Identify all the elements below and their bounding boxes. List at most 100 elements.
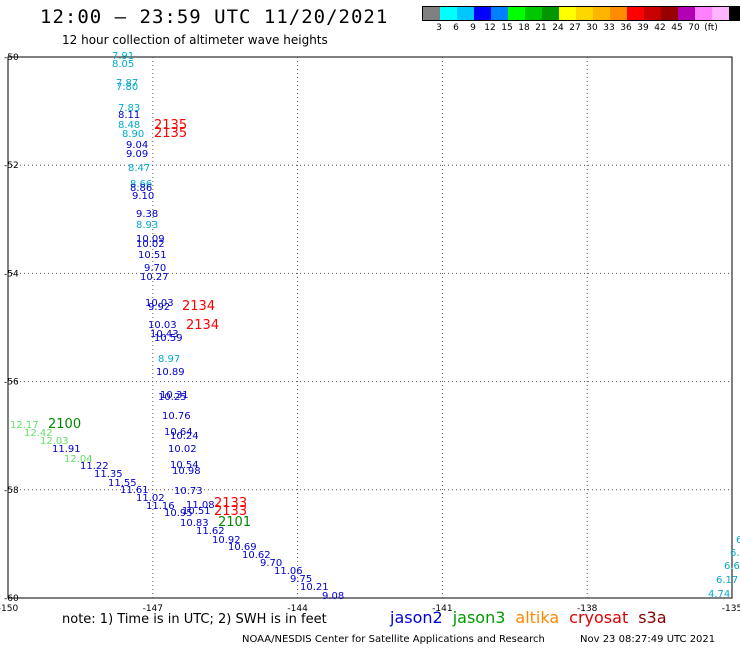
pass-time-label: 2135 (154, 126, 187, 141)
legend-swatch (610, 7, 627, 20)
legend-swatch (474, 7, 491, 20)
latitude-label: -54 (4, 269, 19, 279)
wave-height-value: 10.27 (140, 272, 169, 283)
legend-swatch (661, 7, 678, 20)
legend-swatch (508, 7, 525, 20)
wave-height-value: 10.03 (145, 298, 174, 309)
wave-height-value: 10.83 (180, 518, 209, 529)
legend-label: 3 (436, 23, 442, 33)
legend-label: (ft) (704, 23, 718, 33)
wave-height-value: 9.38 (136, 209, 158, 220)
wave-height-value: 8.66 (130, 179, 152, 190)
wave-height-value: 11.06 (274, 566, 303, 577)
wave-height-value: 8.90 (122, 129, 144, 140)
satellite-legend-item: cryosat (569, 608, 629, 627)
wave-height-value: 8.86 (130, 183, 152, 194)
pass-time-label: 2101 (218, 515, 251, 530)
satellite-legend-item: jason2 (390, 608, 443, 627)
legend-swatch (457, 7, 474, 20)
wave-height-value: 10.02 (168, 444, 197, 455)
legend-swatch (576, 7, 593, 20)
longitude-label: -144 (287, 604, 308, 614)
legend-label: 9 (470, 23, 476, 33)
legend-swatch (440, 7, 457, 20)
longitude-label: -141 (432, 604, 452, 614)
pass-time-label: 2133 (214, 504, 247, 519)
wave-height-value: 11.35 (94, 469, 123, 480)
map-frame (7, 56, 733, 599)
wave-height-value: 8.11 (118, 110, 140, 121)
longitude-label: -150 (0, 604, 18, 614)
legend-swatch (423, 7, 440, 20)
wave-height-value: 10.54 (170, 460, 199, 471)
legend-swatch (627, 7, 644, 20)
wave-height-value: 10.62 (242, 550, 271, 561)
wave-height-value: 10.09 (136, 234, 165, 245)
wave-height-value: 10.95 (164, 508, 193, 519)
wave-height-value: 9.70 (260, 558, 282, 569)
wave-height-value: 7.80 (116, 82, 138, 93)
wave-height-value: 10.25 (158, 392, 187, 403)
wave-height-value: 12.42 (24, 428, 53, 439)
pass-time-label: 2135 (154, 118, 187, 133)
legend-label: 39 (637, 23, 649, 33)
wave-height-value: 8.97 (158, 354, 180, 365)
wave-height-value: 10.73 (174, 486, 203, 497)
legend-label: 36 (620, 23, 632, 33)
pass-time-label: 2100 (48, 417, 81, 432)
wave-height-value: 11.61 (120, 485, 149, 496)
legend-label: 33 (603, 23, 615, 33)
wave-height-value: 9.92 (148, 302, 170, 313)
wave-height-value: 11.16 (146, 501, 175, 512)
latitude-label: -50 (4, 53, 19, 63)
wave-height-value: 10.98 (172, 466, 201, 477)
legend-swatch (678, 7, 695, 20)
legend-swatch (491, 7, 508, 20)
footer-note: note: 1) Time is in UTC; 2) SWH is in fe… (62, 612, 327, 627)
wave-height-value: 8.47 (128, 163, 150, 174)
wave-height-value: 9.70 (144, 263, 166, 274)
wave-height-value: 11.22 (80, 461, 109, 472)
legend-swatch (593, 7, 610, 20)
legend-swatch (644, 7, 661, 20)
satellite-legend-item: jason3 (452, 608, 506, 627)
wave-height-value: 8.48 (118, 120, 140, 131)
generated-timestamp: Nov 23 08:27:49 UTC 2021 (580, 634, 716, 645)
pass-time-label: 2134 (182, 299, 215, 314)
wave-height-value: 10.51 (182, 506, 211, 517)
wave-height-value: 8.93 (136, 220, 158, 231)
wave-height-value: 12.04 (64, 454, 93, 465)
legend-swatch (525, 7, 542, 20)
wave-height-value: 10.64 (164, 427, 193, 438)
page-title: 12:00 – 23:59 UTC 11/20/2021 (40, 6, 389, 28)
legend-label: 15 (501, 23, 513, 33)
wave-height-value: 11.02 (136, 493, 165, 504)
satellite-legend-item: s3a (638, 608, 667, 627)
latitude-label: -58 (4, 486, 19, 496)
pass-time-label: 2133 (214, 496, 247, 511)
wave-height-value: 7.83 (118, 103, 140, 114)
legend-swatch (559, 7, 576, 20)
legend-swatch (695, 7, 712, 20)
wave-height-value: 10.03 (148, 320, 177, 331)
longitude-label: -138 (577, 604, 598, 614)
legend-label: 45 (671, 23, 683, 33)
legend-label: 24 (552, 23, 564, 33)
wave-height-value: 10.43 (150, 329, 179, 340)
legend-label: 42 (654, 23, 666, 33)
legend-label: 70 (688, 23, 700, 33)
wave-height-value: 11.62 (196, 526, 225, 537)
wave-height-value: 10.59 (154, 333, 183, 344)
wave-height-value: 10.31 (160, 390, 189, 401)
wave-height-value: 7.91 (112, 51, 134, 62)
wave-height-value: 10.89 (156, 367, 185, 378)
legend-swatch (712, 7, 729, 20)
wave-height-value: 8.05 (112, 59, 134, 70)
wave-height-value: 6.17 (716, 575, 738, 586)
color-legend: 3 6 9 12 15 18 21 24 27 30 33 36 39 42 45 70 (ft) (422, 6, 740, 35)
wave-height-value: 11.08 (186, 500, 215, 511)
legend-label: 27 (569, 23, 581, 33)
wave-height-value: 10.51 (138, 250, 167, 261)
wave-height-value: 11.91 (52, 444, 81, 455)
